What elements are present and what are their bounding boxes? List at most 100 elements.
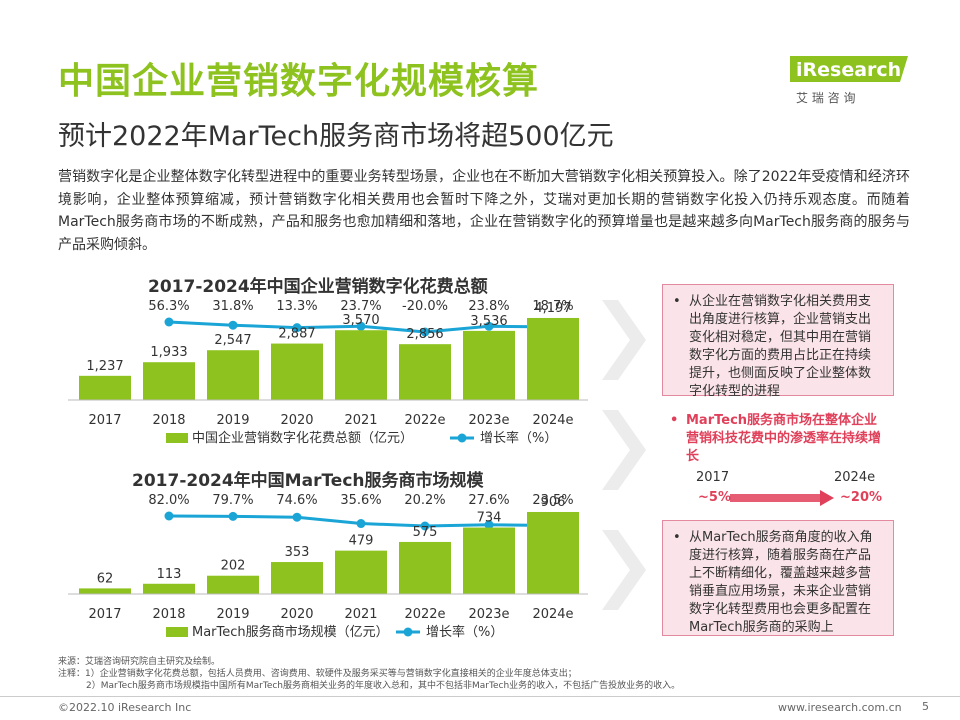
- legend-bar-label: MarTech服务商市场规模（亿元）: [192, 624, 389, 640]
- growth-rate-point: [164, 317, 174, 327]
- growth-rate-label: 31.8%: [212, 299, 253, 314]
- growth-rate-label: -20.0%: [402, 299, 448, 314]
- x-tick-label: 2024e: [532, 413, 573, 428]
- growth-rate-point: [228, 320, 238, 330]
- chart2-martech-market: 82.0% 79.7% 74.6% 35.6% 20.2% 27.6% 23.5% 62 201…: [68, 493, 588, 640]
- growth-rate-point: [484, 520, 494, 530]
- intro-text: 营销数字化是企业整体数字化转型进程中的重要业务转型场景，企业也在不断加大营销数字…: [58, 169, 910, 253]
- growth-rate-label: 13.3%: [276, 299, 317, 314]
- growth-rate-point: [356, 321, 366, 331]
- bar-value-label: 3,536: [470, 314, 507, 329]
- bar-value-label: 479: [349, 534, 374, 549]
- bullet-icon: •: [673, 530, 681, 545]
- bar: [527, 317, 579, 400]
- bar-value-label: 2,547: [214, 333, 251, 348]
- footnote-source: 来源：艾瑞咨询研究院自主研究及绘制。: [58, 657, 221, 667]
- insight-box-martech-text: 从MarTech服务商角度的收入角度进行核算，随着服务商在产品上不断精细化，覆盖…: [689, 530, 873, 635]
- chevron-right-icon: [602, 530, 646, 610]
- logo-graphic: iResearch 艾 瑞 咨 询: [790, 56, 908, 105]
- bar: [271, 343, 323, 400]
- bar-value-label: 2,856: [406, 327, 443, 342]
- intro-paragraph: 营销数字化是企业整体数字化转型进程中的重要业务转型场景，企业也在不断加大营销数字…: [58, 166, 910, 256]
- bar: [79, 588, 131, 594]
- x-tick-label: 2022e: [404, 413, 445, 428]
- growth-rate-point: [228, 511, 238, 521]
- bar-value-label: 62: [97, 571, 114, 586]
- bar-value-label: 202: [221, 559, 246, 574]
- growth-rate-point: [356, 519, 366, 529]
- x-tick-label: 2017: [88, 413, 121, 428]
- bar: [335, 550, 387, 594]
- penetration-highlight: • MarTech服务商市场在整体企业营销科技花费中的渗透率在持续增长: [670, 412, 886, 466]
- compare-end-year: 2024e: [834, 470, 876, 485]
- x-tick-label: 2024e: [532, 607, 573, 622]
- compare-arrow-icon: [730, 490, 834, 506]
- bar: [463, 330, 515, 400]
- x-tick-label: 2021: [344, 607, 377, 622]
- x-tick-label: 2020: [280, 413, 313, 428]
- growth-rate-label: 27.6%: [468, 493, 509, 508]
- legend-line-label: 增长率（%）: [480, 430, 557, 446]
- legend-bar-swatch: [166, 433, 188, 443]
- growth-rate-point: [420, 521, 430, 531]
- bullet-icon: •: [670, 413, 679, 428]
- growth-rate-label: 35.6%: [340, 493, 381, 508]
- legend-bar-swatch: [166, 627, 188, 637]
- bar: [79, 375, 131, 400]
- x-tick-label: 2019: [216, 607, 249, 622]
- page-subtitle: 预计2022年MarTech服务商市场将超500亿元: [58, 121, 614, 152]
- bar-value-label: 353: [285, 545, 310, 560]
- bar: [207, 575, 259, 594]
- growth-rate-label: 23.8%: [468, 299, 509, 314]
- growth-rate-point: [164, 511, 174, 521]
- legend-line-label: 增长率（%）: [426, 624, 503, 640]
- page-number: 5: [922, 700, 929, 713]
- bar: [335, 330, 387, 400]
- footer-divider: [0, 696, 960, 697]
- growth-rate-label: 20.2%: [404, 493, 445, 508]
- chevron-right-icon: [602, 410, 646, 490]
- x-tick-label: 2022e: [404, 607, 445, 622]
- chart1-marketing-spend: 56.3% 31.8% 13.3% 23.7% -20.0% 23.8% 18.7% 1,23…: [68, 299, 588, 446]
- legend-line-marker: [403, 627, 413, 637]
- chart1-title: 2017-2024年中国企业营销数字化花费总额: [148, 277, 488, 297]
- growth-rate-label: 23.5%: [532, 493, 573, 508]
- bar-value-label: 3,570: [342, 313, 379, 328]
- logo-subtext: 艾 瑞 咨 询: [796, 90, 855, 105]
- bar-value-label: 113: [157, 567, 182, 582]
- page-title: 中国企业营销数字化规模核算: [58, 61, 540, 102]
- bar: [207, 350, 259, 400]
- bar: [527, 511, 579, 594]
- legend-line-marker: [457, 433, 467, 443]
- x-tick-label: 2023e: [468, 413, 509, 428]
- bar-value-label: 1,933: [150, 345, 187, 360]
- compare-start-year: 2017: [696, 470, 730, 485]
- x-tick-label: 2018: [152, 413, 185, 428]
- bar: [143, 362, 195, 400]
- compare-end-value: ~20%: [840, 490, 883, 505]
- bullet-icon: •: [673, 294, 681, 309]
- growth-rate-point: [484, 321, 494, 331]
- bar: [399, 344, 451, 400]
- compare-start-value: ~5%: [698, 490, 731, 505]
- insight-box-martech: • 从MarTech服务商角度的收入角度进行核算，随着服务商在产品上不断精细化，…: [662, 520, 894, 636]
- footer-copyright: ©2022.10 iResearch Inc: [58, 701, 192, 714]
- growth-rate-label: 74.6%: [276, 493, 317, 508]
- logo-banner-shape: [790, 56, 908, 82]
- iresearch-logo: iResearch 艾 瑞 咨 询: [782, 52, 910, 112]
- insight-box-spend-text: 从企业在营销数字化相关费用支出角度进行核算，企业营销支出变化相对稳定，但其中用在…: [689, 294, 872, 399]
- growth-rate-point: [292, 323, 302, 333]
- x-tick-label: 2020: [280, 607, 313, 622]
- bar: [271, 562, 323, 594]
- legend-bar-label: 中国企业营销数字化花费总额（亿元）: [192, 430, 413, 446]
- footer-website: www.iresearch.com.cn: [778, 701, 902, 714]
- x-tick-label: 2017: [88, 607, 121, 622]
- x-tick-label: 2021: [344, 413, 377, 428]
- growth-rate-label: 82.0%: [148, 493, 189, 508]
- footnote-note2: 2）MarTech服务商市场规模指中国所有MarTech服务商相关业务的年度收入…: [86, 681, 681, 691]
- x-tick-label: 2018: [152, 607, 185, 622]
- logo-wordmark: iResearch: [796, 59, 901, 81]
- bar-value-label: 906: [541, 495, 566, 510]
- footnotes: 来源：艾瑞咨询研究院自主研究及绘制。 注释：1）企业营销数字化花费总额，包括人员…: [58, 656, 680, 692]
- bar: [399, 541, 451, 594]
